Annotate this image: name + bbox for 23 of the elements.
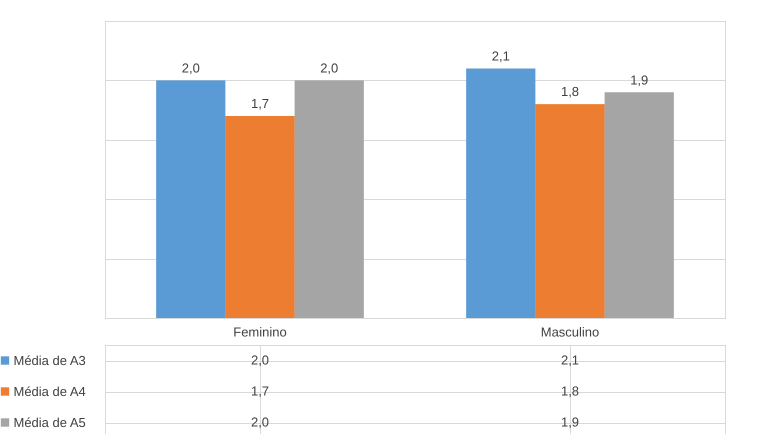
text: 1,8 — [560, 84, 580, 100]
data-label: 1,7 — [250, 384, 270, 398]
bar — [225, 116, 295, 318]
text: 2,1 — [492, 48, 510, 64]
text: 1,7 — [250, 96, 270, 112]
bar — [604, 92, 674, 318]
data-label: 1,9 — [560, 414, 580, 430]
legend-label: Média de A5 — [14, 415, 86, 430]
bar — [466, 68, 536, 318]
x-tick-label: Feminino — [233, 324, 287, 340]
text: 2,0 — [182, 60, 200, 76]
bar — [535, 104, 605, 318]
data-label: 2,0 — [250, 352, 270, 368]
data-label: 1,8 — [560, 384, 580, 398]
x-tick-label: Masculino — [540, 324, 600, 340]
legend-label: Média de A3 — [14, 353, 86, 368]
text: 2,0 — [320, 60, 338, 76]
data-label: 2,0 — [250, 414, 270, 430]
data-label: 2,1 — [560, 352, 580, 368]
legend-label: Média de A4 — [14, 384, 86, 399]
bar — [156, 80, 226, 318]
text: 1,9 — [630, 72, 648, 88]
bar — [294, 80, 364, 318]
